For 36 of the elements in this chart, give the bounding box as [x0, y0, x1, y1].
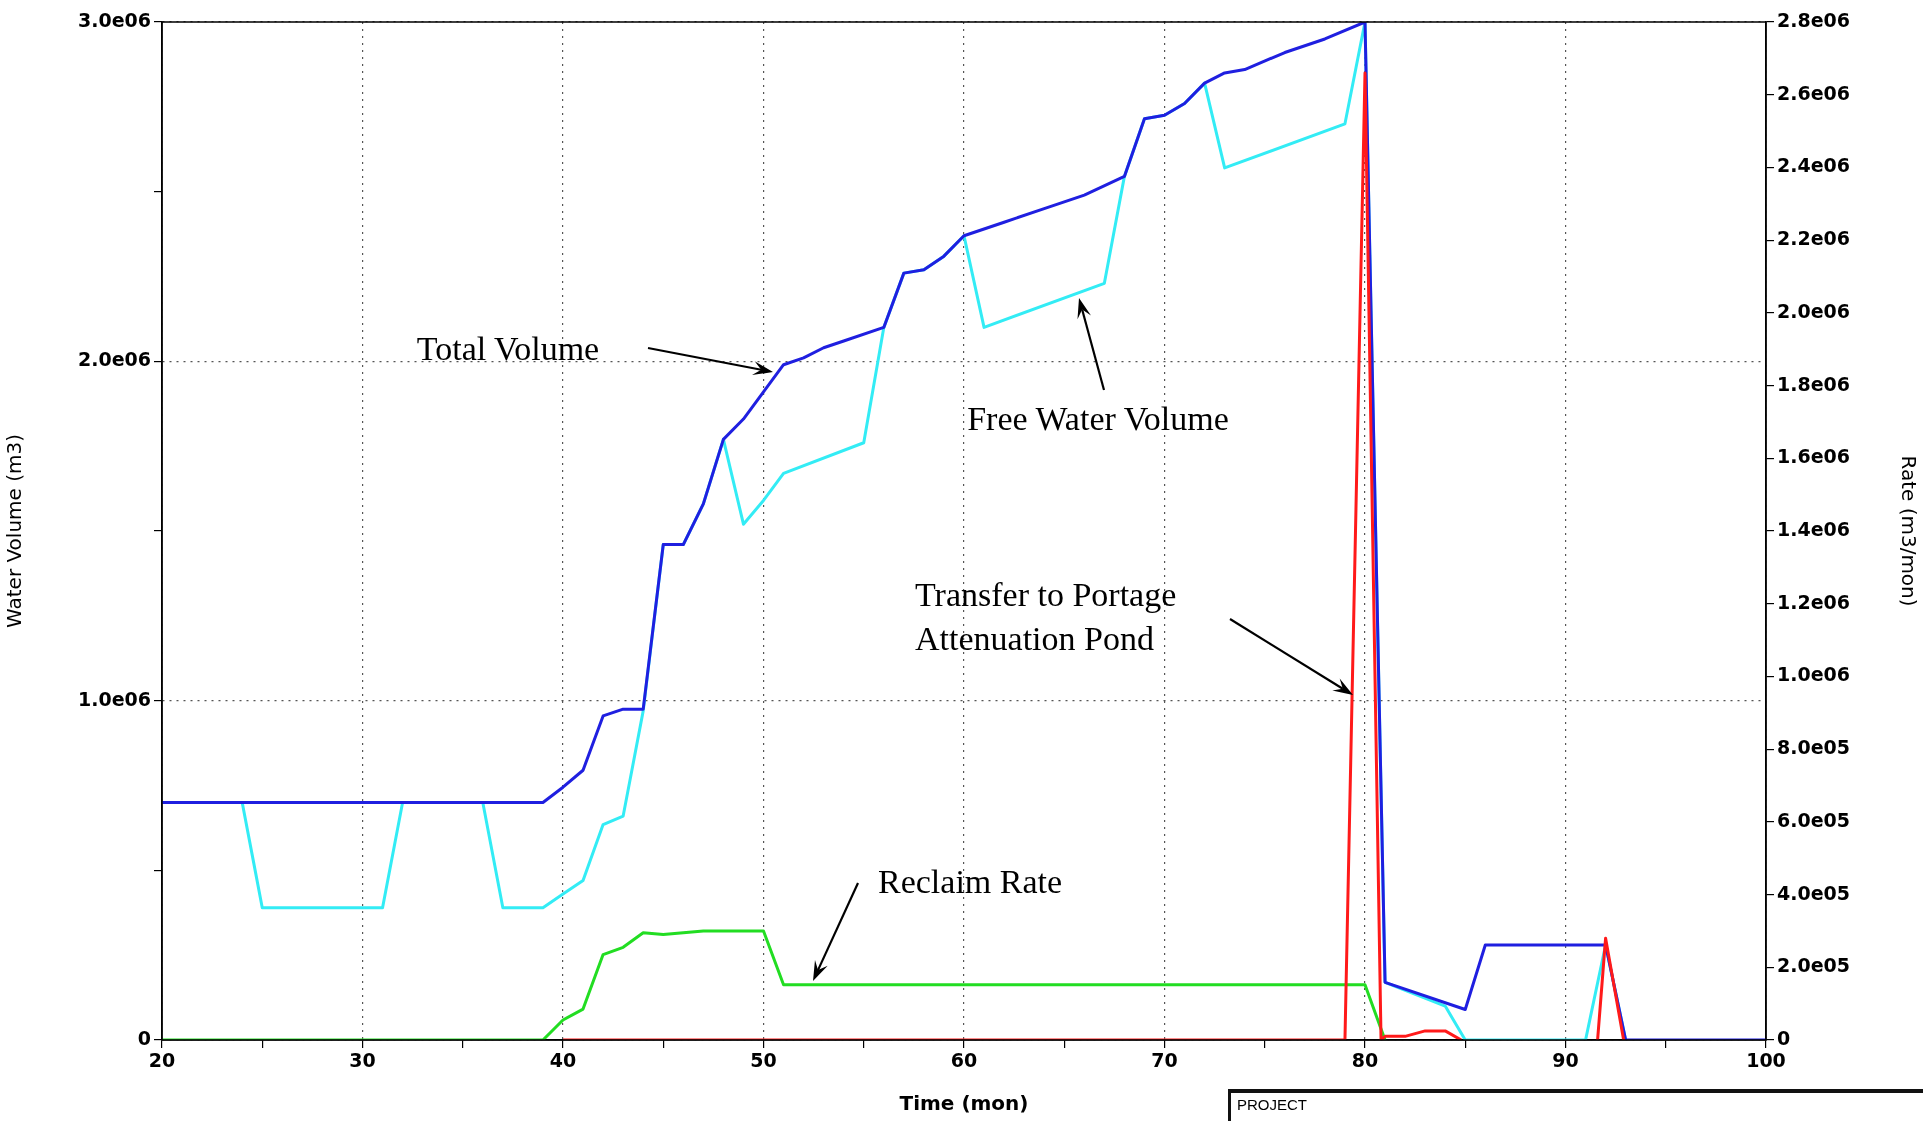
y2-tick-label: 8.0e05 — [1777, 736, 1850, 759]
annotation: Transfer to Portage Attenuation Pond — [915, 575, 1177, 657]
x-tick-label: 80 — [1351, 1049, 1379, 1072]
y2-tick-label: 0 — [1777, 1026, 1791, 1049]
annotation: Free Water Volume — [967, 399, 1229, 437]
y2-tick-label: 1.4e06 — [1777, 517, 1850, 540]
annotation: Reclaim Rate — [878, 862, 1063, 900]
y-tick-label: 2.0e06 — [78, 348, 151, 371]
y2-tick-label: 6.0e05 — [1777, 808, 1850, 831]
y2-tick-label: 2.4e06 — [1777, 154, 1850, 177]
annotation: Total Volume — [416, 329, 600, 367]
x-tick-label: 30 — [349, 1049, 376, 1072]
y-tick-label: 0 — [137, 1026, 151, 1049]
y2-tick-label: 1.6e06 — [1777, 445, 1850, 468]
x-tick-label: 70 — [1151, 1049, 1178, 1072]
x-tick-label: 40 — [549, 1049, 577, 1072]
y2-tick-label: 2.8e06 — [1777, 8, 1850, 31]
y2-tick-label: 1.2e06 — [1777, 590, 1850, 613]
x-tick-label: 20 — [148, 1049, 176, 1072]
y2-tick-label: 1.0e06 — [1777, 663, 1850, 686]
y2-tick-label: 1.8e06 — [1777, 372, 1850, 395]
y-axis-title: Water Volume (m3) — [2, 433, 27, 629]
x-tick-label: 60 — [950, 1049, 978, 1072]
y-tick-label: 3.0e06 — [78, 8, 151, 31]
y2-tick-label: 2.2e06 — [1777, 227, 1850, 250]
x-axis-title: Time (mon) — [899, 1091, 1029, 1116]
text: PROJECT — [1228, 1089, 1923, 1121]
y-tick-label: 1.0e06 — [78, 687, 151, 710]
x-tick-label: 90 — [1552, 1049, 1579, 1072]
y2-axis-title: Rate (m3/mon) — [1896, 455, 1921, 607]
y2-tick-label: 2.0e05 — [1777, 954, 1850, 977]
x-tick-label: 50 — [750, 1049, 777, 1072]
y2-tick-label: 4.0e05 — [1777, 881, 1850, 904]
x-tick-label: 100 — [1746, 1049, 1786, 1072]
y2-tick-label: 2.6e06 — [1777, 81, 1850, 104]
y2-tick-label: 2.0e06 — [1777, 299, 1850, 322]
